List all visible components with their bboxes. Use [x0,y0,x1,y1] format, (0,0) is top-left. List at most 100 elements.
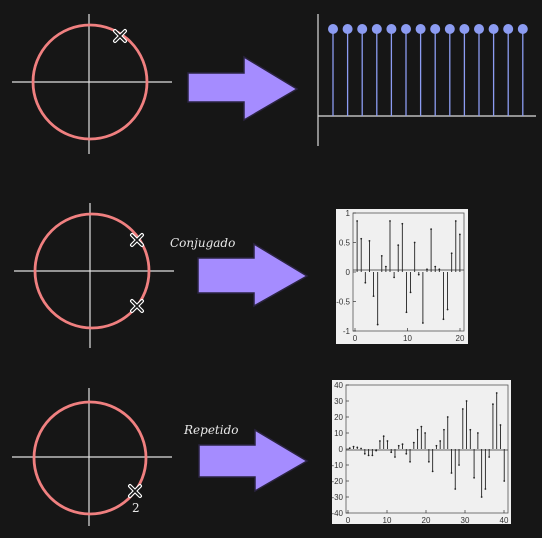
stem-marker [438,268,441,271]
stem-marker [368,239,371,242]
stem-marker [420,425,423,428]
x-tick-label: 0 [353,334,358,343]
pole-x-icon [130,233,144,247]
stem-marker [444,24,455,34]
y-tick-label: 20 [334,413,343,422]
stem-marker [371,454,374,457]
stem-marker [435,444,438,447]
stem-marker [424,432,427,434]
stem-marker [415,24,426,34]
y-tick-label: -40 [331,509,343,518]
stem-marker [375,449,378,452]
stem-marker [394,456,396,458]
stem-marker [409,291,412,294]
stem-marker [488,456,491,458]
y-tick-label: 30 [334,397,343,406]
stem-marker [409,460,411,463]
stem-marker [364,281,367,284]
stem-marker [459,24,470,34]
stem-marker [458,233,461,236]
stem-marker [417,273,420,276]
stem-marker [517,24,528,34]
stem-marker [386,440,389,442]
row-1 [12,14,536,154]
y-tick-label: -1 [343,327,351,336]
stem-marker [450,472,453,474]
y-tick-label: 0 [346,268,351,277]
stem-marker [342,24,353,34]
stem-marker [371,24,382,34]
y-tick-label: 1 [346,209,351,218]
stem-marker [458,464,460,466]
x-tick-label: 20 [456,334,465,343]
x-tick-label: 20 [422,516,431,525]
stem-marker [446,308,449,311]
stem-marker [372,295,375,298]
stem-marker [431,470,434,473]
stem-marker [413,241,416,244]
x-tick-label: 0 [346,516,351,525]
x-tick-label: 40 [500,516,509,525]
stem-marker [427,460,430,463]
pole-x-icon [130,299,144,313]
stem-marker [401,24,411,34]
pole-x-icon [128,484,142,498]
unit-circle [32,400,148,516]
stem-marker [503,24,514,34]
arrow-right-icon [187,55,299,122]
stem-marker [397,244,400,247]
stem-marker [446,416,449,418]
stem-marker [401,443,404,446]
plot-background [332,380,511,524]
stem-marker [384,265,387,268]
stem-marker [357,24,368,34]
stem-marker [386,24,397,34]
y-tick-label: 10 [334,429,343,438]
y-tick-label: -10 [331,461,343,470]
stem-marker [352,445,355,448]
stem-marker [495,392,498,394]
stem-marker [397,444,400,447]
stem-marker [454,220,457,222]
stem-marker [401,222,404,225]
label-conjugado: Conjugado [170,236,235,250]
x-tick-label: 10 [403,334,412,343]
stem-marker [360,237,363,240]
row-2: Conjugado 1 0.5 0 -0.5 -1 0 10 20 [14,203,468,348]
stem-marker [393,276,396,279]
stem-marker [363,452,366,455]
stem-marker [405,452,408,455]
stem-marker [499,424,502,426]
stem-marker [465,400,468,402]
stem-marker [360,447,362,450]
stem-marker [356,220,359,222]
stem-marker [484,488,487,490]
y-tick-label: 0.5 [339,239,351,248]
stem-marker [442,318,445,321]
stem-plot-constant [317,14,536,146]
stem-marker [379,440,381,442]
stem-marker [367,454,370,457]
unit-circle [33,212,151,330]
x-tick-label: 30 [461,516,470,525]
stem-marker [382,435,385,438]
stem-marker [412,441,415,444]
y-tick-label: -30 [331,493,343,502]
stem-marker [421,322,424,324]
stem-marker [390,451,393,454]
stem-marker [454,488,457,490]
y-tick-label: 40 [334,381,343,390]
stem-marker [480,496,483,498]
stem-marker [348,447,351,450]
x-tick-label: 10 [383,516,392,525]
stem-marker [430,228,433,230]
stem-marker [476,432,479,434]
label-repetido: Repetido [183,423,239,437]
stem-marker [503,480,506,482]
stem-marker [426,268,428,271]
stem-marker [492,403,494,406]
stem-marker [450,252,453,255]
stem-marker [439,440,442,442]
stem-plot-repeated: 40 30 20 10 0 -10 -20 -30 -40 0 10 20 30 40 [331,380,511,525]
